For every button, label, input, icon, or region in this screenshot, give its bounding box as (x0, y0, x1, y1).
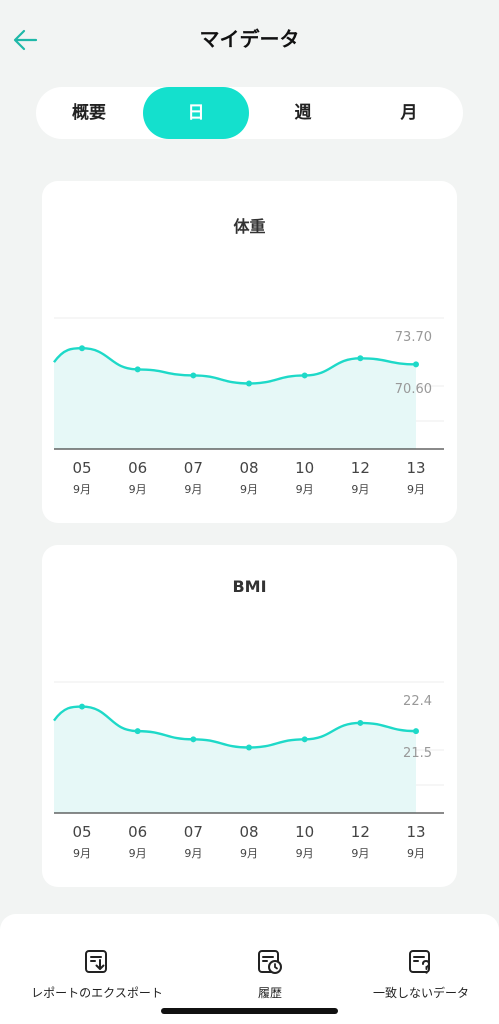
data-point (190, 736, 197, 743)
export-report-icon (85, 950, 107, 973)
x-tick-label: 13 (406, 459, 425, 477)
header: マイデータ (0, 0, 499, 78)
unmatched-data-icon (409, 950, 431, 974)
unmatched-data-button[interactable]: 一致しないデータ (341, 948, 499, 1001)
x-tick-label: 10 (295, 459, 314, 477)
tab-week[interactable]: 週 (294, 103, 312, 123)
chart-title: 体重 (233, 217, 266, 236)
bmi-chart: 22.4 21.5 05 9月 06 9月 07 9月 08 9月 10 9月 12 9月 13 9月 (53, 681, 444, 860)
x-month-label: 9月 (240, 483, 258, 496)
tab-day[interactable]: 日 (143, 87, 249, 139)
x-month-label: 9月 (351, 483, 369, 496)
weight-chart: 73.70 70.60 05 9月 06 9月 07 9月 08 9月 10 9月 12 9月 13 9月 (53, 317, 444, 496)
home-indicator (161, 1008, 338, 1014)
x-tick-label: 08 (239, 823, 258, 841)
x-tick-label: 05 (72, 459, 91, 477)
y-tick-label: 70.60 (395, 382, 432, 397)
export-report-button[interactable]: レポートのエクスポート (17, 948, 177, 1001)
bmi-chart-card[interactable]: BMI 22.4 21.5 05 9月 06 9月 07 9月 08 9月 10 9月 12 9月 13 9月 (42, 545, 457, 887)
page-title: マイデータ (199, 27, 300, 51)
x-tick-label: 13 (406, 823, 425, 841)
data-point (246, 380, 252, 387)
data-point (79, 345, 85, 352)
history-icon (258, 950, 282, 974)
x-month-label: 9月 (129, 847, 147, 860)
y-tick-label: 22.4 (403, 694, 432, 709)
data-point (413, 361, 419, 368)
x-tick-label: 12 (351, 823, 370, 841)
period-tabs: 概要 日 週 月 (36, 87, 463, 139)
data-point (246, 744, 252, 751)
x-tick-label: 12 (351, 459, 370, 477)
x-tick-label: 05 (72, 823, 91, 841)
history-label: 履歴 (257, 986, 282, 1000)
x-month-label: 9月 (73, 847, 91, 860)
x-month-label: 9月 (351, 847, 369, 860)
data-point (357, 355, 364, 362)
x-month-label: 9月 (240, 847, 258, 860)
data-point (301, 736, 308, 743)
x-month-label: 9月 (296, 483, 314, 496)
export-report-label: レポートのエクスポート (31, 986, 163, 1000)
unmatched-data-label: 一致しないデータ (372, 986, 469, 1000)
series-line (53, 347, 417, 385)
x-month-label: 9月 (407, 483, 425, 496)
bottom-action-bar: レポートのエクスポート 履歴 一致しないデータ (0, 914, 499, 1024)
tab-overview[interactable]: 概要 (72, 103, 106, 123)
x-month-label: 9月 (129, 483, 147, 496)
x-tick-label: 07 (184, 459, 203, 477)
data-point (301, 372, 308, 379)
data-point (357, 719, 364, 726)
back-arrow-icon[interactable] (10, 24, 42, 56)
y-tick-label: 73.70 (395, 330, 432, 345)
x-month-label: 9月 (407, 847, 425, 860)
x-tick-label: 06 (128, 823, 147, 841)
series-area (54, 348, 416, 449)
x-month-label: 9月 (184, 847, 202, 860)
x-tick-label: 07 (184, 823, 203, 841)
x-tick-label: 08 (239, 459, 258, 477)
data-point (413, 728, 419, 735)
series-line (53, 705, 417, 749)
data-point (79, 703, 85, 710)
x-month-label: 9月 (296, 847, 314, 860)
data-point (134, 366, 141, 373)
history-button[interactable]: 履歴 (190, 948, 350, 1001)
data-point (190, 372, 197, 379)
x-month-label: 9月 (73, 483, 91, 496)
x-tick-label: 10 (295, 823, 314, 841)
x-month-label: 9月 (184, 483, 202, 496)
y-tick-label: 21.5 (403, 746, 432, 761)
weight-chart-card[interactable]: 体重 73.70 70.60 05 9月 06 9月 07 9月 08 9月 10 9月 12 9月 13 9… (42, 181, 457, 523)
tab-month[interactable]: 月 (400, 103, 418, 123)
series-area (54, 706, 416, 813)
data-point (134, 728, 141, 735)
chart-title: BMI (232, 577, 267, 596)
x-tick-label: 06 (128, 459, 147, 477)
